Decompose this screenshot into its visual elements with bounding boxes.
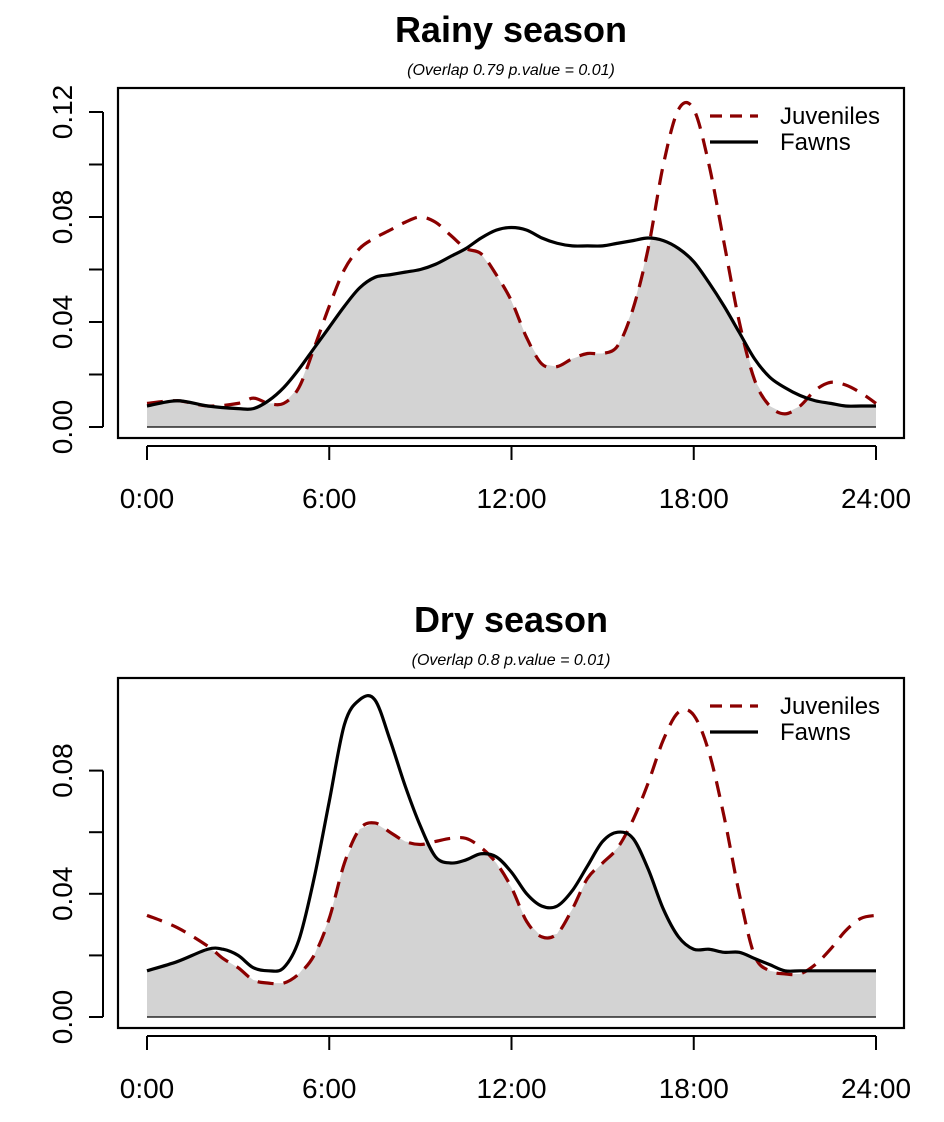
x-tick-label: 18:00 (659, 1073, 729, 1104)
legend-label-fawns: Fawns (780, 719, 851, 746)
x-tick-label: 18:00 (659, 483, 729, 514)
x-tick-label: 24:00 (841, 1073, 911, 1104)
chart-title: Dry season (414, 599, 608, 640)
y-tick-label: 0.00 (47, 990, 78, 1045)
overlap-area (147, 822, 876, 1017)
y-tick-label: 0.08 (47, 743, 78, 798)
chart-title: Rainy season (395, 9, 627, 50)
x-tick-label: 12:00 (476, 483, 546, 514)
y-tick-label: 0.00 (47, 400, 78, 455)
y-tick-label: 0.04 (47, 295, 78, 350)
legend-label-juveniles: Juveniles (780, 693, 880, 720)
chart-panel-0: Rainy season (Overlap 0.79 p.value = 0.01… (47, 9, 911, 514)
chart-subtitle: (Overlap 0.8 p.value = 0.01) (412, 652, 611, 669)
legend-label-fawns: Fawns (780, 129, 851, 156)
plot-frame (116, 676, 906, 1030)
series-line-juveniles (146, 100, 877, 416)
legend-label-juveniles: Juveniles (780, 103, 880, 130)
series-line-fawns (146, 694, 876, 973)
chart-subtitle: (Overlap 0.79 p.value = 0.01) (407, 62, 615, 79)
x-tick-label: 6:00 (302, 483, 357, 514)
y-tick-label: 0.04 (47, 867, 78, 922)
series-line-juveniles (146, 707, 877, 986)
plot-frame (116, 86, 906, 440)
x-tick-label: 0:00 (120, 483, 175, 514)
x-tick-label: 6:00 (302, 1073, 357, 1104)
series-line-fawns (146, 225, 876, 411)
x-tick-label: 12:00 (476, 1073, 546, 1104)
y-tick-label: 0.08 (47, 190, 78, 245)
x-tick-label: 24:00 (841, 483, 911, 514)
chart-panel-1: Dry season (Overlap 0.8 p.value = 0.01) 0:… (47, 599, 911, 1104)
overlap-area (147, 238, 876, 427)
y-tick-label: 0.12 (47, 85, 78, 140)
x-tick-label: 0:00 (120, 1073, 175, 1104)
